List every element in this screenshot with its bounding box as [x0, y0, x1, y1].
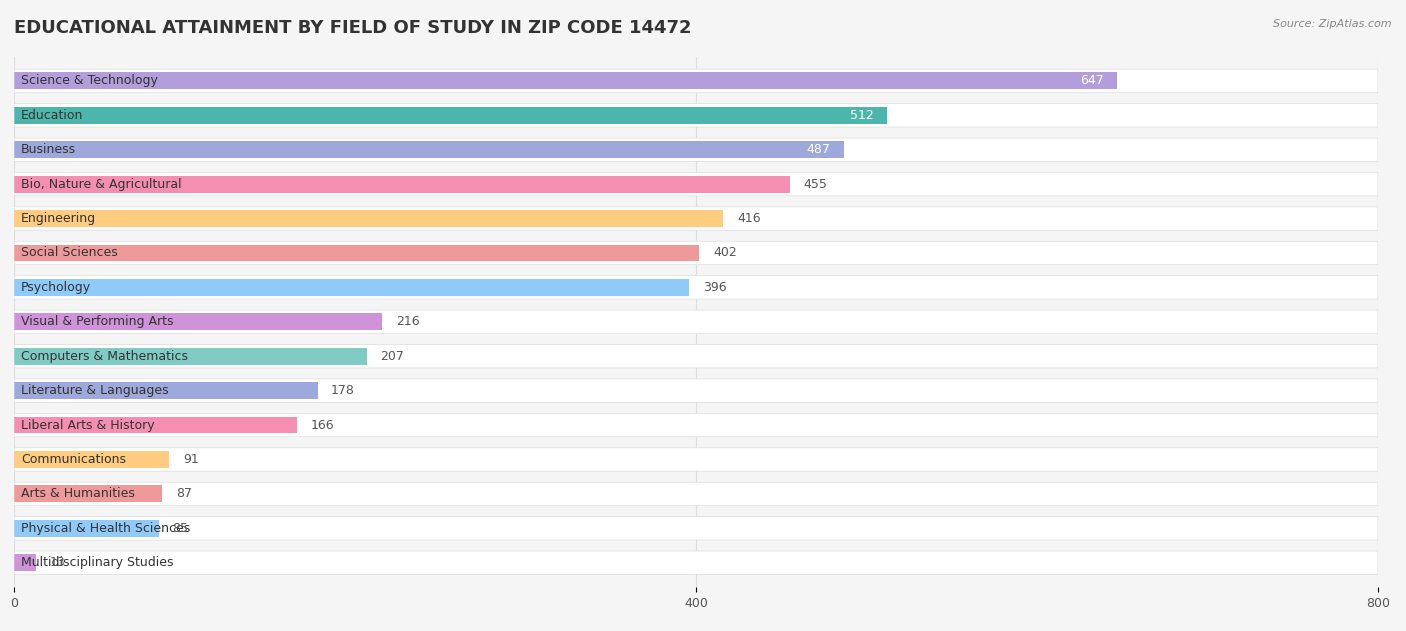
Bar	[14, 279, 689, 296]
Text: 85: 85	[173, 522, 188, 535]
Bar	[14, 207, 1378, 230]
Text: 207: 207	[381, 350, 405, 363]
Text: 13: 13	[49, 557, 66, 569]
Text: Education: Education	[21, 109, 83, 122]
Text: 87: 87	[176, 487, 193, 500]
Text: Multidisciplinary Studies: Multidisciplinary Studies	[21, 557, 173, 569]
Bar	[14, 172, 1378, 196]
Bar	[14, 141, 844, 158]
Bar	[14, 245, 699, 261]
Text: Computers & Mathematics: Computers & Mathematics	[21, 350, 188, 363]
Text: 487: 487	[807, 143, 831, 156]
Bar	[14, 103, 1378, 127]
Text: Engineering: Engineering	[21, 212, 96, 225]
Bar	[14, 517, 1378, 540]
Bar	[14, 138, 1378, 162]
Bar	[14, 520, 159, 537]
Text: 455: 455	[803, 178, 827, 191]
Text: Science & Technology: Science & Technology	[21, 74, 157, 87]
Text: 396: 396	[703, 281, 727, 294]
Bar	[14, 69, 1378, 93]
Bar	[14, 413, 1378, 437]
Text: Visual & Performing Arts: Visual & Performing Arts	[21, 316, 173, 328]
Text: Arts & Humanities: Arts & Humanities	[21, 487, 135, 500]
Bar	[14, 451, 169, 468]
Bar	[14, 382, 318, 399]
Text: Business: Business	[21, 143, 76, 156]
Text: 512: 512	[849, 109, 873, 122]
Bar	[14, 551, 1378, 574]
Bar	[14, 107, 887, 124]
Text: 402: 402	[713, 247, 737, 259]
Text: Literature & Languages: Literature & Languages	[21, 384, 169, 397]
Bar	[14, 482, 1378, 505]
Bar	[14, 416, 297, 433]
Text: Social Sciences: Social Sciences	[21, 247, 118, 259]
Text: EDUCATIONAL ATTAINMENT BY FIELD OF STUDY IN ZIP CODE 14472: EDUCATIONAL ATTAINMENT BY FIELD OF STUDY…	[14, 19, 692, 37]
Bar	[14, 241, 1378, 264]
Text: Psychology: Psychology	[21, 281, 91, 294]
Bar	[14, 485, 162, 502]
Text: 416: 416	[737, 212, 761, 225]
Bar	[14, 175, 790, 192]
Bar	[14, 448, 1378, 471]
Text: Physical & Health Sciences: Physical & Health Sciences	[21, 522, 190, 535]
Bar	[14, 276, 1378, 299]
Text: Bio, Nature & Agricultural: Bio, Nature & Agricultural	[21, 178, 181, 191]
Bar	[14, 73, 1116, 90]
Text: 178: 178	[332, 384, 356, 397]
Text: 216: 216	[396, 316, 419, 328]
Text: 166: 166	[311, 418, 335, 432]
Bar	[14, 379, 1378, 403]
Bar	[14, 314, 382, 330]
Bar	[14, 345, 1378, 368]
Text: Liberal Arts & History: Liberal Arts & History	[21, 418, 155, 432]
Bar	[14, 554, 37, 571]
Text: 647: 647	[1080, 74, 1104, 87]
Text: Communications: Communications	[21, 453, 127, 466]
Bar	[14, 348, 367, 365]
Bar	[14, 210, 723, 227]
Text: Source: ZipAtlas.com: Source: ZipAtlas.com	[1274, 19, 1392, 29]
Bar	[14, 310, 1378, 334]
Text: 91: 91	[183, 453, 198, 466]
